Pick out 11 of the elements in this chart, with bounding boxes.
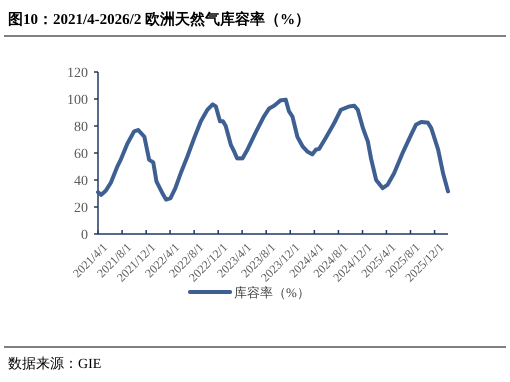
y-tick-label: 100	[67, 93, 88, 108]
legend-label: 库容率（%）	[234, 285, 310, 300]
chart-title: 图10：2021/4-2026/2 欧洲天然气库容率（%）	[8, 10, 310, 28]
y-tick-label: 120	[67, 66, 88, 81]
y-tick-label: 80	[74, 120, 88, 135]
y-tick-label: 20	[74, 201, 88, 216]
source-note: 数据来源：GIE	[8, 356, 102, 372]
y-tick-label: 40	[74, 174, 88, 189]
y-tick-label: 0	[81, 228, 88, 243]
y-tick-label: 60	[74, 147, 88, 162]
line-series	[96, 98, 450, 202]
